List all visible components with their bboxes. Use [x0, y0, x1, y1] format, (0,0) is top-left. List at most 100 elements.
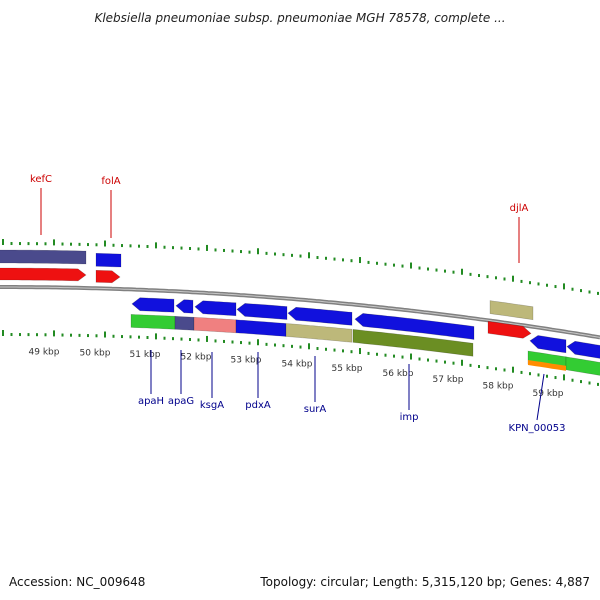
- lower-tick-mark: [257, 339, 259, 346]
- gene-folA-bar[interactable]: [95, 252, 122, 268]
- lower-tick-mark: [410, 353, 412, 360]
- upper-tick-mark: [129, 244, 132, 248]
- gene-kefC-arrow[interactable]: [0, 267, 87, 282]
- upper-tick-mark: [325, 256, 327, 260]
- reverse-gene-label[interactable]: apaG: [168, 396, 194, 407]
- upper-tick-mark: [104, 240, 106, 247]
- lower-tick-mark: [597, 382, 599, 386]
- lower-tick-mark: [444, 360, 446, 364]
- upper-tick-mark: [342, 258, 344, 262]
- lower-tick-mark: [359, 348, 361, 355]
- accession-text: Accession: NC_009648: [9, 575, 146, 589]
- lower-tick-mark: [325, 347, 327, 351]
- lower-tick-mark: [452, 361, 455, 365]
- upper-tick-mark: [223, 248, 225, 252]
- gene-kefC-bar[interactable]: [0, 249, 87, 265]
- gene-djlA-arrow[interactable]: [487, 320, 532, 339]
- gene-ksgA-arrow[interactable]: [194, 300, 237, 317]
- forward-gene-label[interactable]: folA: [101, 176, 120, 187]
- upper-tick-mark: [44, 242, 47, 246]
- reverse-gene-label[interactable]: ksgA: [200, 400, 224, 411]
- lower-tick-mark: [274, 343, 276, 347]
- gene-imp-bar[interactable]: [352, 329, 474, 357]
- gene-KPN_00053-arrow[interactable]: [529, 335, 567, 354]
- gene-pdxA-arrow[interactable]: [236, 303, 288, 320]
- gene-ksgA-bar[interactable]: [193, 316, 237, 334]
- lower-tick-mark: [367, 351, 370, 355]
- gene-imp-arrow[interactable]: [354, 313, 475, 340]
- gene-apaG-arrow[interactable]: [175, 299, 194, 314]
- forward-gene-label[interactable]: kefC: [30, 174, 52, 185]
- kbp-label: 57 kbp: [433, 375, 464, 385]
- upper-tick-mark: [554, 285, 557, 289]
- lower-tick-mark: [435, 359, 438, 363]
- lower-tick-mark: [563, 374, 565, 381]
- gene-next-arrow[interactable]: [566, 340, 600, 359]
- upper-tick-mark: [486, 275, 489, 279]
- map-title: Klebsiella pneumoniae subsp. pneumoniae …: [94, 11, 506, 25]
- gene-apaH-arrow[interactable]: [131, 297, 175, 313]
- upper-tick-mark: [597, 291, 599, 295]
- lower-tick-mark: [512, 366, 514, 373]
- lower-tick-mark: [10, 333, 13, 337]
- upper-tick-mark: [367, 260, 370, 264]
- upper-tick-mark: [146, 245, 149, 249]
- gene-folA-arrow[interactable]: [95, 269, 121, 284]
- gene-pdxA-bar[interactable]: [235, 319, 287, 337]
- upper-tick-mark: [418, 266, 421, 270]
- kbp-label: 51 kbp: [130, 350, 161, 360]
- reverse-gene-label[interactable]: apaH: [138, 396, 164, 407]
- upper-tick-mark: [435, 268, 438, 272]
- upper-tick-mark: [359, 257, 361, 264]
- gene-apaG-bar[interactable]: [174, 315, 195, 331]
- lower-tick-mark: [27, 333, 30, 337]
- upper-tick-mark: [214, 248, 217, 252]
- lower-tick-mark: [231, 340, 234, 344]
- kbp-label: 49 kbp: [29, 347, 60, 357]
- upper-tick-mark: [163, 245, 166, 249]
- upper-tick-mark: [384, 262, 387, 266]
- lower-tick-mark: [554, 376, 557, 380]
- gene-next-bar[interactable]: [565, 356, 600, 376]
- kbp-label: 58 kbp: [483, 382, 514, 392]
- lower-tick-mark: [70, 333, 72, 337]
- genome-stats-text: Topology: circular; Length: 5,315,120 bp…: [260, 575, 590, 589]
- gene-apaH-bar[interactable]: [130, 314, 176, 330]
- lower-tick-mark: [282, 344, 285, 348]
- gene-surA-bar[interactable]: [285, 323, 353, 343]
- upper-tick-mark: [282, 253, 285, 257]
- upper-tick-mark: [503, 277, 506, 281]
- lower-tick-mark: [393, 354, 395, 358]
- upper-tick-mark: [333, 257, 336, 261]
- lower-tick-mark: [461, 359, 463, 366]
- reverse-gene-label[interactable]: imp: [400, 412, 419, 423]
- lower-tick-mark: [53, 330, 55, 337]
- reverse-gene-label[interactable]: surA: [304, 404, 327, 415]
- forward-gene-label[interactable]: djlA: [510, 203, 529, 214]
- upper-tick-mark: [571, 287, 574, 291]
- lower-tick-mark: [2, 330, 4, 337]
- kbp-label: 55 kbp: [332, 364, 363, 374]
- kbp-label: 53 kbp: [231, 355, 262, 365]
- upper-tick-mark: [257, 248, 259, 255]
- lower-tick-mark: [537, 373, 540, 377]
- upper-tick-mark: [529, 281, 531, 285]
- lower-tick-mark: [87, 334, 89, 338]
- lower-tick-mark: [180, 337, 183, 341]
- gene-KPN_00053-orange-bar[interactable]: [528, 360, 566, 371]
- kbp-label: 54 kbp: [282, 359, 313, 369]
- gene-djlA-bar[interactable]: [489, 300, 534, 321]
- reverse-gene-label[interactable]: pdxA: [245, 400, 271, 411]
- upper-tick-mark: [78, 242, 81, 246]
- lower-tick-mark: [112, 334, 115, 338]
- upper-tick-mark: [299, 254, 302, 258]
- lower-tick-mark: [401, 355, 404, 359]
- upper-tick-mark: [189, 247, 191, 251]
- gene-surA-arrow[interactable]: [287, 306, 353, 326]
- lower-tick-mark: [308, 343, 310, 350]
- upper-tick-mark: [231, 249, 234, 253]
- upper-tick-mark: [172, 246, 174, 250]
- lower-tick-mark: [529, 372, 531, 376]
- reverse-gene-label[interactable]: KPN_00053: [509, 423, 566, 434]
